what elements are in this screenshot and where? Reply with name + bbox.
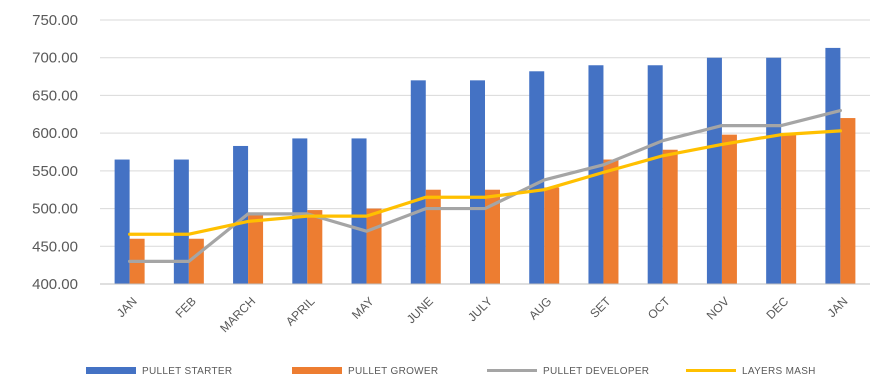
legend: PULLET STARTER PULLET GROWER PULLET DEVELO… (86, 366, 816, 377)
bar-pullet-starter (529, 71, 545, 284)
legend-swatch (86, 367, 136, 374)
y-axis: 400.00 450.00 500.00 550.00 600.00 650.00 700.… (32, 12, 78, 293)
legend-label: PULLET DEVELOPER (543, 366, 649, 377)
bar-pullet-grower (307, 210, 323, 284)
bar-pullet-grower (485, 189, 500, 284)
x-tick-label: MARCH (217, 294, 258, 335)
x-tick-label: DEC (763, 294, 791, 322)
bar-pullet-grower (781, 134, 797, 284)
y-tick-label: 400.00 (32, 276, 78, 293)
bar-pullet-grower (662, 149, 678, 284)
bar-pullet-starter (706, 57, 722, 284)
bar-pullet-starter (173, 159, 189, 284)
x-tick-label: SET (587, 294, 614, 321)
bar-pullet-starter (825, 47, 841, 285)
bar-pullet-starter (410, 80, 426, 284)
x-tick-label: JAN (825, 294, 851, 320)
x-tick-label: AUG (526, 294, 554, 322)
bar-pullet-grower (425, 189, 441, 284)
y-tick-label: 550.00 (32, 163, 78, 180)
y-tick-label: 700.00 (32, 50, 78, 67)
y-tick-label: 500.00 (32, 201, 78, 218)
bar-pullet-starter (470, 80, 485, 284)
bar-pullet-starter (292, 138, 308, 284)
y-tick-label: 650.00 (32, 87, 78, 104)
y-tick-label: 600.00 (32, 125, 78, 142)
series-lines (128, 108, 842, 263)
legend-label: PULLET STARTER (142, 366, 232, 377)
bar-pullet-grower (603, 159, 619, 284)
x-tick-label: FEB (173, 294, 199, 320)
bars (114, 47, 856, 285)
bar-pullet-grower (544, 187, 560, 284)
x-tick-label: JAN (114, 294, 140, 320)
legend-label: LAYERS MASH (742, 366, 816, 377)
bar-pullet-starter (647, 65, 663, 284)
bar-pullet-grower (188, 238, 204, 284)
bar-pullet-grower (721, 134, 737, 284)
x-tick-label: APRIL (283, 294, 318, 329)
bar-pullet-starter (114, 159, 130, 284)
x-tick-label: JUNE (404, 294, 436, 326)
x-tick-label: MAY (349, 294, 377, 322)
bar-pullet-grower (840, 118, 856, 284)
x-axis: JAN FEB MARCH APRIL MAY JUNE JULY AUG SET OCT NOV D… (100, 283, 870, 335)
line-layers-mash (128, 129, 842, 236)
x-tick-label: JULY (465, 294, 495, 324)
bar-pullet-grower (366, 208, 382, 284)
legend-label: PULLET GROWER (348, 366, 438, 377)
legend-swatch (292, 367, 342, 374)
bar-pullet-grower (248, 213, 264, 284)
bar-pullet-starter (233, 145, 249, 284)
y-tick-label: 750.00 (32, 12, 78, 29)
line-pullet-developer (128, 108, 842, 263)
bar-pullet-starter (351, 138, 367, 284)
y-tick-label: 450.00 (32, 238, 78, 255)
bar-pullet-starter (766, 57, 782, 284)
x-tick-label: OCT (645, 294, 673, 322)
x-tick-label: NOV (704, 294, 732, 322)
